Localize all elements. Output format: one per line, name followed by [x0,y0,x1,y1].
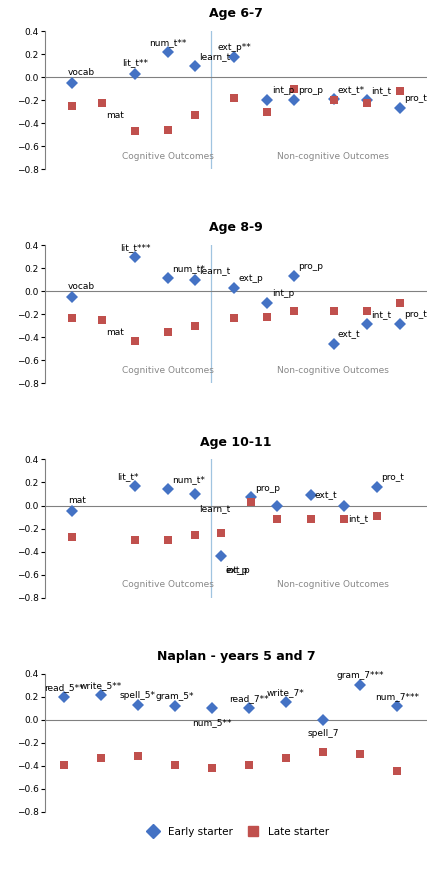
Text: ext_t*: ext_t* [338,86,365,95]
Text: num_5**: num_5** [192,718,232,727]
Text: num_7***: num_7*** [375,692,419,701]
Text: vocab: vocab [68,282,95,291]
Text: spell_7: spell_7 [307,730,339,739]
Text: ext_p**: ext_p** [217,43,251,52]
Title: Naplan - years 5 and 7: Naplan - years 5 and 7 [157,649,315,663]
Text: write_5**: write_5** [80,681,122,690]
Text: int_t: int_t [371,310,391,318]
Text: lit_t*: lit_t* [117,472,139,481]
Text: int_t: int_t [348,515,368,524]
Text: int_p: int_p [225,566,248,574]
Text: Non-cognitive Outcomes: Non-cognitive Outcomes [278,366,389,376]
Text: num_t*: num_t* [172,264,205,273]
Title: Age 10-11: Age 10-11 [200,435,272,449]
Text: num_t**: num_t** [149,38,187,47]
Text: read_5**: read_5** [44,682,84,691]
Text: gram_5*: gram_5* [156,692,194,701]
Text: ext_p: ext_p [225,566,250,574]
Text: pro_t: pro_t [404,310,427,318]
Text: write_7*: write_7* [267,689,305,698]
Text: gram_7***: gram_7*** [336,671,384,680]
Title: Age 8-9: Age 8-9 [209,221,263,235]
Text: num_t*: num_t* [172,475,205,484]
Text: pro_p: pro_p [298,262,323,271]
Text: ext_p: ext_p [239,274,263,283]
Text: learn_t: learn_t [199,266,230,275]
Text: int_p: int_p [271,87,294,95]
Text: ext_t: ext_t [338,330,361,339]
Text: lit_t**: lit_t** [122,59,148,68]
Text: mat: mat [68,496,86,505]
Text: spell_5*: spell_5* [120,690,156,699]
Text: Cognitive Outcomes: Cognitive Outcomes [122,152,213,161]
Text: Cognitive Outcomes: Cognitive Outcomes [122,366,213,376]
Text: learn_t: learn_t [199,52,230,61]
Text: int_t: int_t [371,87,391,95]
Text: pro_t: pro_t [404,95,427,103]
Text: Non-cognitive Outcomes: Non-cognitive Outcomes [278,580,389,590]
Text: Cognitive Outcomes: Cognitive Outcomes [122,580,213,590]
Text: pro_p: pro_p [255,483,280,492]
Text: Non-cognitive Outcomes: Non-cognitive Outcomes [278,152,389,161]
Text: learn_t: learn_t [199,504,230,513]
Text: read_7**: read_7** [229,694,269,703]
Text: mat: mat [106,111,124,120]
Text: pro_t: pro_t [381,473,404,483]
Text: lit_t***: lit_t*** [120,243,150,252]
Text: int_p: int_p [271,289,294,298]
Text: mat: mat [106,328,124,337]
Text: pro_p: pro_p [298,87,323,95]
Text: vocab: vocab [68,68,95,77]
Title: Age 6-7: Age 6-7 [209,7,263,21]
Text: ext_t: ext_t [315,491,337,500]
Legend: Early starter, Late starter: Early starter, Late starter [139,822,333,841]
